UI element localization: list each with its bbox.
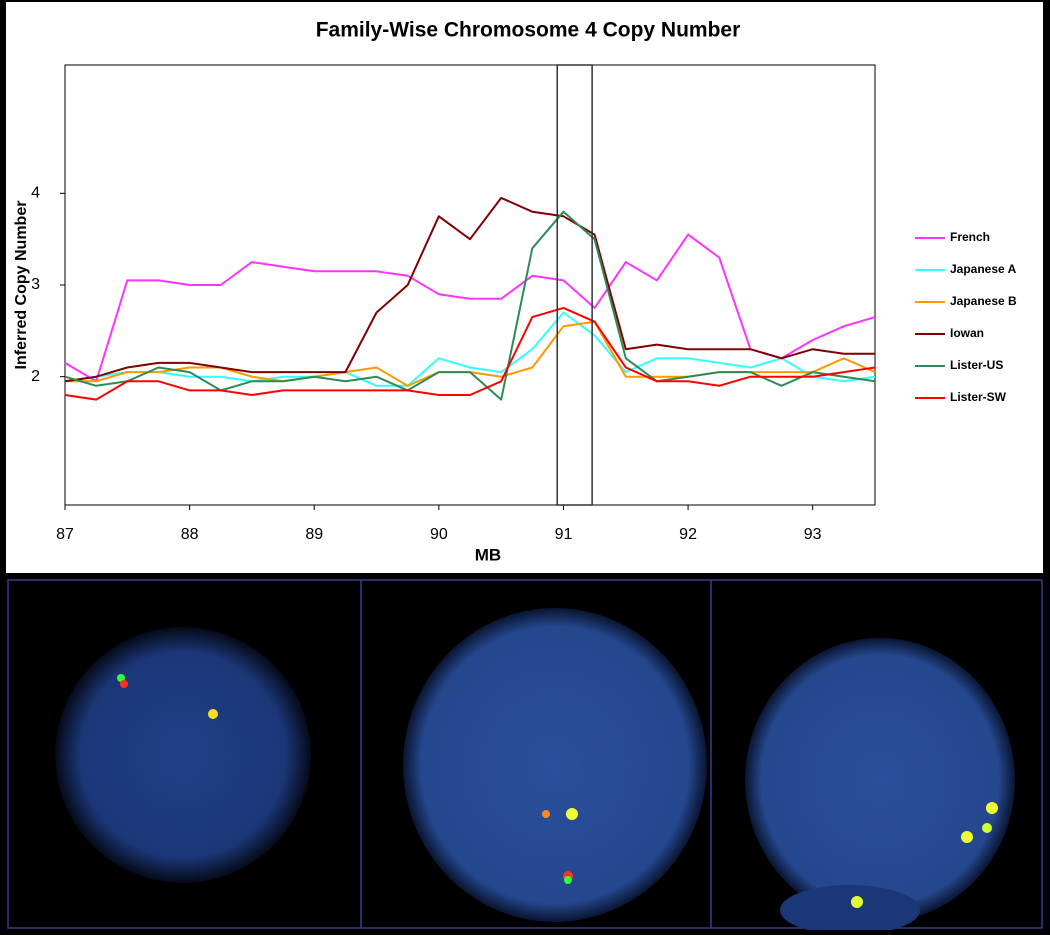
probe-signal (982, 823, 992, 833)
x-tick-label: 90 (430, 526, 448, 543)
probe-signal (120, 680, 128, 688)
chart-title: Family-Wise Chromosome 4 Copy Number (316, 19, 741, 42)
legend-label: Japanese A (950, 262, 1017, 276)
probe-signal (566, 808, 578, 820)
probe-signal (208, 709, 218, 719)
probe-signal (542, 810, 550, 818)
x-tick-label: 87 (56, 526, 74, 543)
y-axis-label: Inferred Copy Number (13, 201, 30, 370)
series-line (64, 196, 875, 383)
x-tick-label: 88 (181, 526, 199, 543)
y-tick-label: 2 (31, 368, 40, 385)
x-tick-label: 89 (305, 526, 323, 543)
series-line (64, 311, 876, 387)
legend-label: Iowan (950, 326, 984, 340)
cell-nucleus (745, 638, 1015, 922)
micrographs (7, 579, 1043, 935)
chart: Family-Wise Chromosome 4 Copy Number Inf… (13, 19, 1017, 565)
probe-signal (986, 802, 998, 814)
cell-nucleus (780, 885, 920, 935)
legend-label: Japanese B (950, 294, 1017, 308)
series-line (64, 306, 876, 401)
probe-signal (117, 674, 125, 682)
x-tick-label: 91 (555, 526, 573, 543)
legend-label: Lister-SW (950, 390, 1007, 404)
x-tick-label: 92 (679, 526, 697, 543)
highlight-region (556, 64, 593, 506)
cell-nucleus (55, 627, 311, 883)
y-tick-label: 4 (31, 185, 40, 202)
probe-signal (961, 831, 973, 843)
probe-signal (851, 896, 863, 908)
cell-nucleus (403, 608, 707, 922)
series-line (64, 210, 876, 401)
series-line (64, 233, 876, 383)
x-axis-label: MB (475, 545, 501, 564)
legend-label: French (950, 230, 990, 244)
probe-signal (564, 876, 572, 884)
y-tick-label: 3 (31, 276, 40, 293)
x-tick-label: 93 (804, 526, 822, 543)
legend-label: Lister-US (950, 358, 1003, 372)
